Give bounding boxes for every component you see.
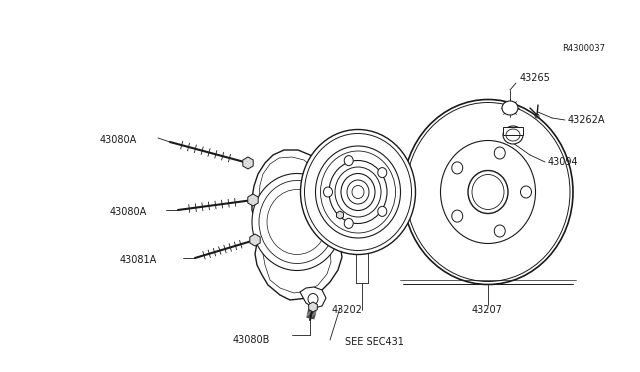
Text: 43202: 43202 bbox=[332, 305, 363, 315]
Text: 43081A: 43081A bbox=[120, 255, 157, 265]
Text: 43080B: 43080B bbox=[345, 160, 382, 170]
Polygon shape bbox=[248, 194, 258, 206]
Polygon shape bbox=[300, 287, 326, 308]
Text: 43080A: 43080A bbox=[100, 135, 137, 145]
Ellipse shape bbox=[339, 238, 348, 248]
Text: 43080A: 43080A bbox=[110, 207, 147, 217]
Ellipse shape bbox=[301, 129, 415, 254]
Ellipse shape bbox=[344, 218, 353, 228]
Ellipse shape bbox=[403, 99, 573, 285]
Ellipse shape bbox=[335, 167, 381, 217]
Ellipse shape bbox=[316, 146, 401, 238]
Ellipse shape bbox=[329, 160, 387, 224]
Ellipse shape bbox=[341, 173, 375, 211]
Polygon shape bbox=[337, 211, 344, 219]
Text: R4300037: R4300037 bbox=[562, 44, 605, 52]
Ellipse shape bbox=[323, 187, 333, 197]
Polygon shape bbox=[243, 157, 253, 169]
Polygon shape bbox=[308, 302, 317, 312]
Ellipse shape bbox=[503, 126, 523, 144]
Ellipse shape bbox=[494, 147, 505, 159]
Ellipse shape bbox=[252, 173, 342, 270]
Ellipse shape bbox=[347, 180, 369, 204]
Text: SEE SEC431: SEE SEC431 bbox=[345, 337, 404, 347]
Polygon shape bbox=[250, 234, 260, 246]
Ellipse shape bbox=[494, 225, 505, 237]
Ellipse shape bbox=[352, 186, 364, 199]
Text: 43207: 43207 bbox=[472, 305, 503, 315]
Ellipse shape bbox=[378, 168, 387, 177]
Polygon shape bbox=[333, 233, 352, 250]
Ellipse shape bbox=[468, 170, 508, 214]
Text: 43265: 43265 bbox=[520, 73, 551, 83]
Polygon shape bbox=[252, 150, 342, 300]
Text: 43222: 43222 bbox=[305, 243, 336, 253]
Ellipse shape bbox=[440, 141, 536, 244]
Ellipse shape bbox=[452, 162, 463, 174]
Ellipse shape bbox=[378, 206, 387, 217]
Ellipse shape bbox=[308, 294, 318, 305]
Text: 43080B: 43080B bbox=[232, 335, 270, 345]
Ellipse shape bbox=[344, 155, 353, 166]
Ellipse shape bbox=[502, 101, 518, 115]
Ellipse shape bbox=[520, 186, 531, 198]
Ellipse shape bbox=[452, 210, 463, 222]
Polygon shape bbox=[503, 127, 523, 135]
Text: 43094: 43094 bbox=[548, 157, 579, 167]
Text: 43262A: 43262A bbox=[568, 115, 605, 125]
